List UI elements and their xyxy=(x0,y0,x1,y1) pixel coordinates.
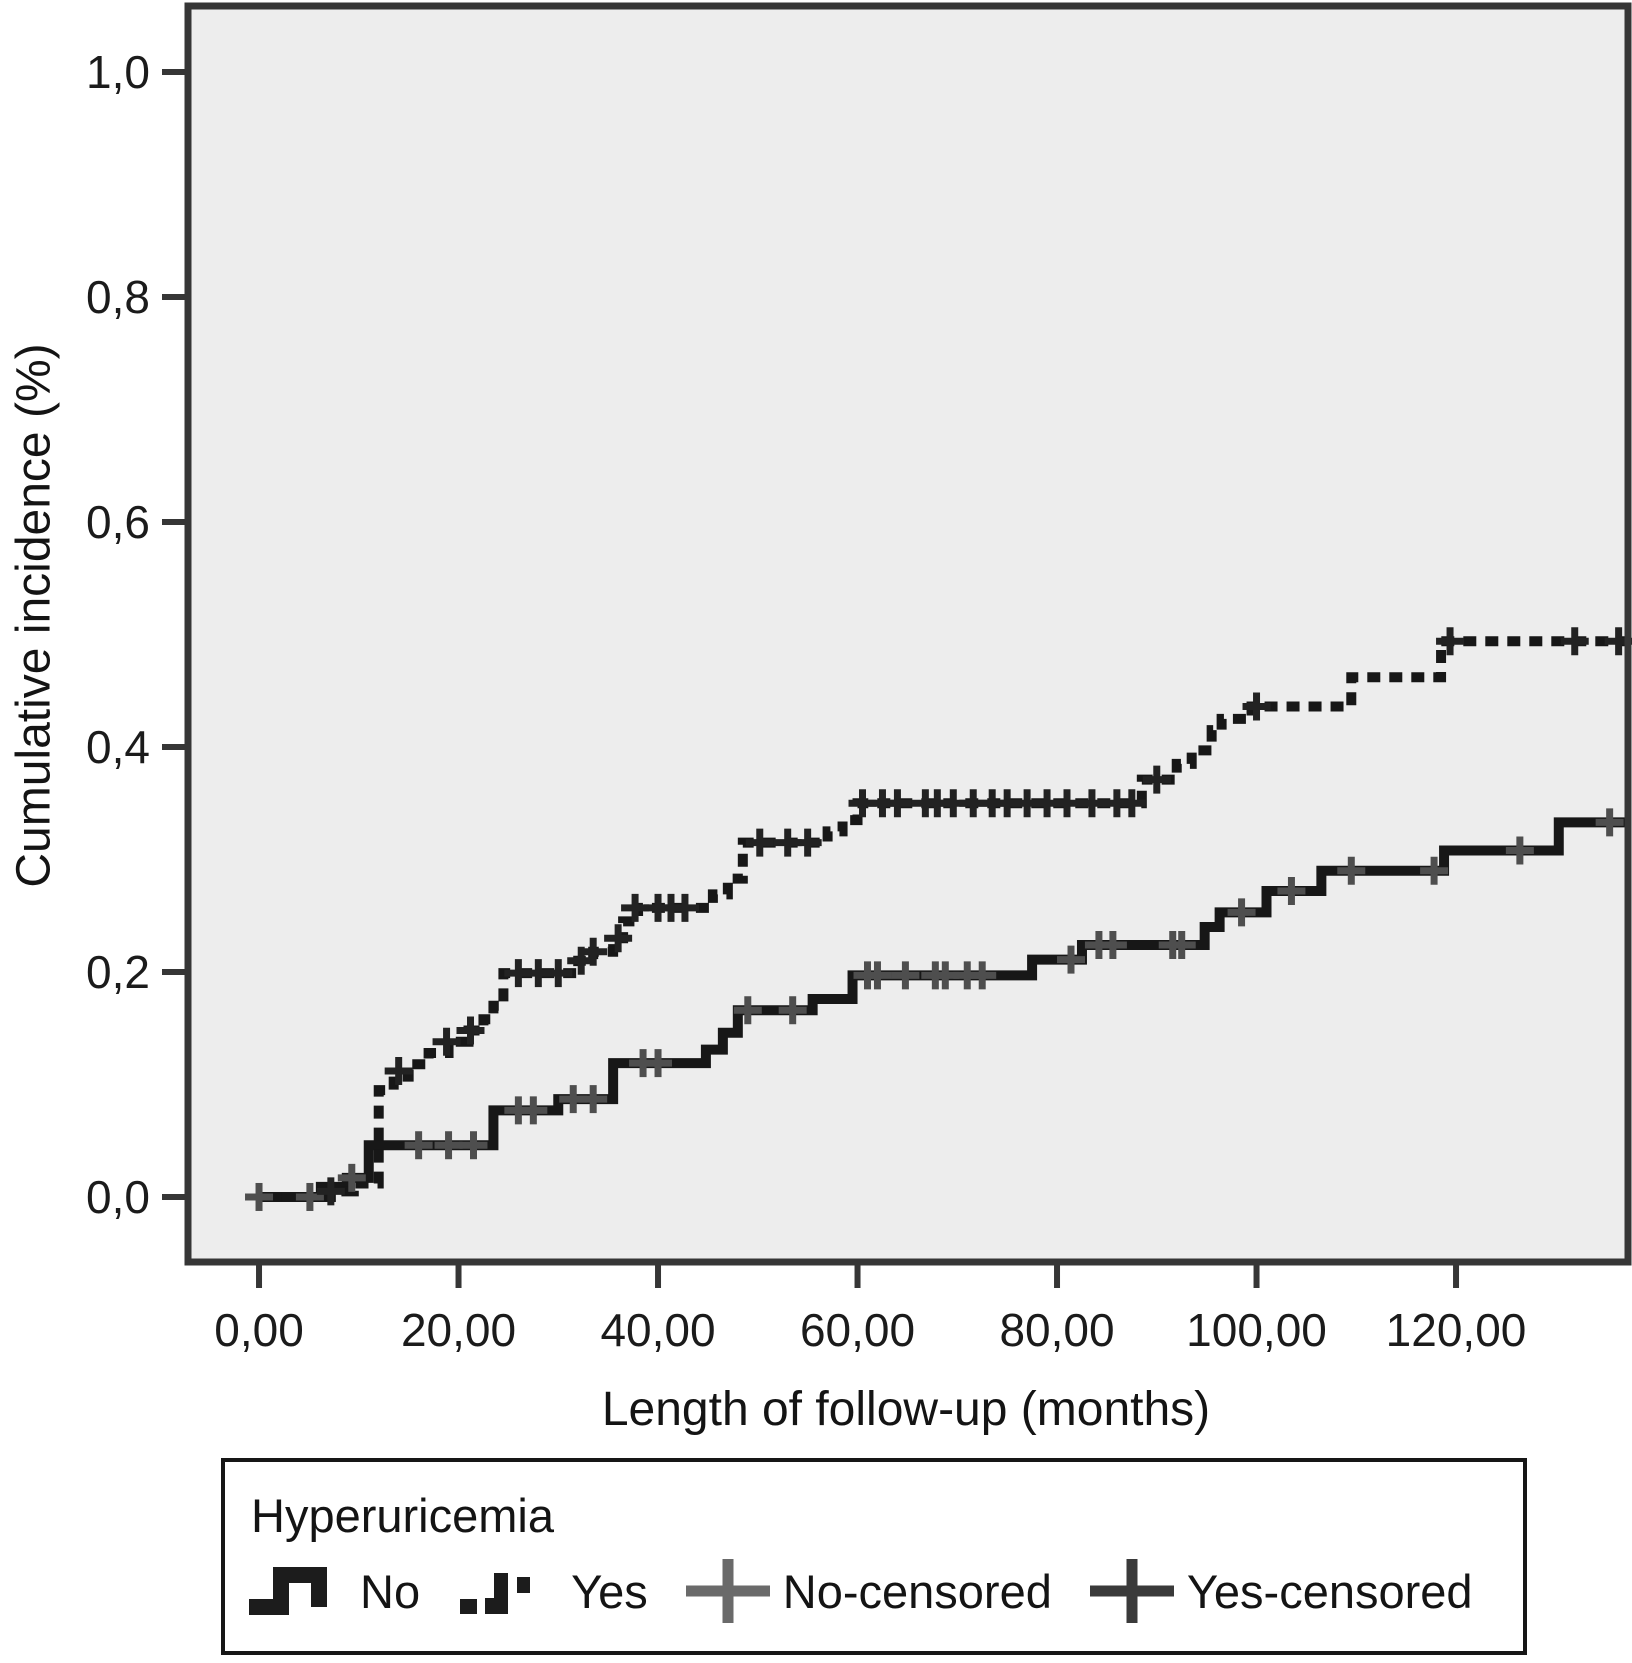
curve-yes xyxy=(259,636,1628,1202)
x-tick-label: 0,00 xyxy=(214,1304,304,1356)
legend-box: Hyperuricemia No Yes xyxy=(221,1458,1527,1655)
y-tick-label: 0,6 xyxy=(86,496,150,548)
legend-item-no-censored: No-censored xyxy=(685,1558,1052,1624)
x-tick-label: 40,00 xyxy=(600,1304,715,1356)
y-tick-label: 0,0 xyxy=(86,1171,150,1223)
plus-icon xyxy=(685,1559,770,1623)
censor-marks-no-censored xyxy=(245,808,1624,1211)
legend-title: Hyperuricemia xyxy=(251,1489,554,1542)
x-tick-label: 100,00 xyxy=(1186,1304,1327,1356)
y-tick-label: 1,0 xyxy=(86,46,150,98)
x-tick-label: 120,00 xyxy=(1386,1304,1527,1356)
x-axis-title: Length of follow-up (months) xyxy=(601,1383,1211,1436)
x-tick-label: 80,00 xyxy=(999,1304,1114,1356)
plot-frame xyxy=(184,2,1632,1266)
legend-label-yes: Yes xyxy=(571,1564,648,1618)
step-solid-swatch-icon xyxy=(249,1567,327,1615)
y-tick-label: 0,2 xyxy=(86,946,150,998)
step-dashed-swatch-icon xyxy=(460,1573,531,1614)
y-axis-title: Cumulative incidence (%) xyxy=(7,343,61,888)
legend-items: No Yes No-censored xyxy=(247,1558,1473,1624)
legend-label-no-censored: No-censored xyxy=(782,1564,1052,1618)
y-tick-label: 0,8 xyxy=(86,271,150,323)
legend-label-no: No xyxy=(360,1564,421,1618)
y-tick-label: 0,4 xyxy=(86,721,150,773)
legend-item-yes: Yes xyxy=(458,1561,648,1621)
legend-item-no: No xyxy=(247,1561,420,1621)
x-tick-label: 60,00 xyxy=(800,1304,915,1356)
x-tick-label: 20,00 xyxy=(401,1304,516,1356)
legend-label-yes-censored: Yes-censored xyxy=(1186,1564,1473,1618)
censor-marks-yes-censored xyxy=(316,627,1632,1206)
legend-item-yes-censored: Yes-censored xyxy=(1089,1558,1473,1624)
plus-icon xyxy=(1089,1559,1174,1623)
